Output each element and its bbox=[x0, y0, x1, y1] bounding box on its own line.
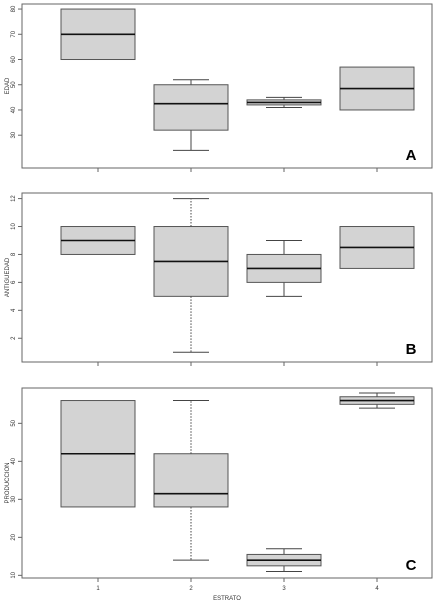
y-tick-label: 8 bbox=[11, 252, 17, 256]
box-4 bbox=[339, 392, 415, 409]
box-2 bbox=[153, 79, 229, 151]
x-tick-label: 2 bbox=[189, 586, 193, 592]
y-tick-label: 40 bbox=[11, 457, 17, 464]
box-1 bbox=[60, 400, 136, 508]
y-tick-label: 50 bbox=[11, 419, 17, 426]
box-3 bbox=[246, 548, 322, 573]
box-4 bbox=[339, 66, 415, 111]
y-axis-title: ANTIGUEDAD bbox=[5, 257, 11, 297]
y-tick-label: 50 bbox=[11, 81, 17, 88]
x-axis-title: ESTRATO bbox=[213, 596, 241, 602]
panel-letter: B bbox=[406, 341, 417, 358]
y-tick-label: 60 bbox=[11, 56, 17, 63]
y-tick-label: 70 bbox=[11, 30, 17, 37]
box-2 bbox=[153, 198, 229, 353]
x-tick-label: 4 bbox=[375, 586, 379, 592]
y-tick-label: 10 bbox=[11, 223, 17, 230]
y-tick-label: 12 bbox=[11, 195, 17, 202]
y-tick-label: 10 bbox=[11, 571, 17, 578]
box-2 bbox=[153, 400, 229, 561]
iqr-box bbox=[153, 84, 229, 131]
box-3 bbox=[246, 96, 322, 108]
box-4 bbox=[339, 226, 415, 269]
y-tick-label: 6 bbox=[11, 280, 17, 284]
panel-letter: C bbox=[406, 557, 417, 574]
panel-b: 2 4 6 8 10 12 ANTIGUEDAD B bbox=[5, 192, 433, 366]
y-tick-label: 30 bbox=[11, 495, 17, 502]
y-axis-title: PRODUCCION bbox=[5, 462, 11, 503]
x-tick-label: 3 bbox=[282, 586, 286, 592]
iqr-box bbox=[153, 453, 229, 508]
y-axis-title: EDAD bbox=[5, 77, 11, 94]
y-tick-label: 4 bbox=[11, 308, 17, 312]
plot-frame bbox=[21, 3, 433, 169]
y-tick-label: 2 bbox=[11, 336, 17, 340]
panel-a: 30 40 50 60 70 80 EDAD A bbox=[5, 3, 433, 172]
x-tick-label: 1 bbox=[96, 586, 100, 592]
y-tick-label: 30 bbox=[11, 131, 17, 138]
box-1 bbox=[60, 226, 136, 255]
y-tick-label: 40 bbox=[11, 106, 17, 113]
y-tick-label: 20 bbox=[11, 533, 17, 540]
panel-letter: A bbox=[406, 147, 417, 164]
box-3 bbox=[246, 239, 322, 297]
plot-frame bbox=[21, 192, 433, 363]
box-1 bbox=[60, 8, 136, 61]
plot-frame bbox=[21, 387, 433, 579]
y-tick-label: 80 bbox=[11, 5, 17, 12]
panel-c: 10 20 30 40 50 PRODUCCION 1 2 3 4 ESTRATO C bbox=[5, 387, 433, 602]
